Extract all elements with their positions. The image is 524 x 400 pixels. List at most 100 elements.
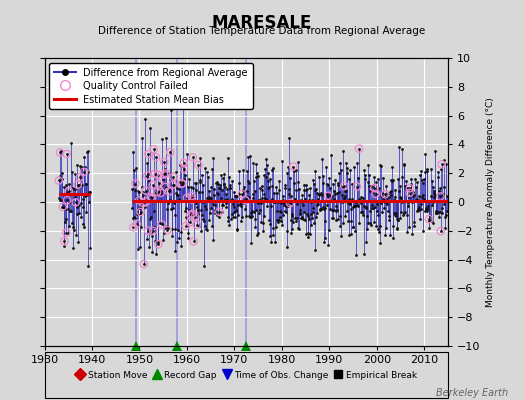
Point <box>194 162 203 168</box>
Point <box>210 210 219 216</box>
Point <box>236 198 245 204</box>
Point <box>402 178 410 184</box>
Point <box>436 193 445 200</box>
Point <box>328 192 336 199</box>
Point <box>294 159 302 165</box>
Point <box>296 207 304 214</box>
Point <box>353 160 362 166</box>
Point <box>142 198 150 205</box>
Point <box>307 222 315 228</box>
Point <box>83 148 92 154</box>
Point <box>71 194 80 200</box>
Point <box>441 212 450 218</box>
Point <box>180 160 188 166</box>
Point <box>406 190 414 196</box>
Point <box>73 162 82 168</box>
Point <box>334 180 343 186</box>
Point <box>287 193 296 200</box>
Point <box>128 148 137 155</box>
Point <box>163 227 172 233</box>
Point <box>215 209 224 215</box>
Point <box>196 228 205 234</box>
Point <box>256 206 264 213</box>
Point <box>383 201 391 208</box>
Point <box>244 178 252 184</box>
Point <box>181 208 189 214</box>
Point <box>231 192 239 199</box>
Point <box>191 180 199 186</box>
Point <box>152 250 160 257</box>
Point <box>361 251 369 257</box>
Point <box>54 177 63 184</box>
Point <box>67 191 75 198</box>
Point <box>278 222 286 228</box>
Point <box>152 191 161 198</box>
Y-axis label: Monthly Temperature Anomaly Difference (°C): Monthly Temperature Anomaly Difference (… <box>486 97 495 307</box>
Point <box>76 163 84 169</box>
Point <box>139 200 148 206</box>
Point <box>394 217 402 224</box>
Point <box>149 228 157 234</box>
Point <box>421 169 429 175</box>
Point <box>178 180 187 187</box>
Point <box>353 183 361 190</box>
Point <box>162 170 170 176</box>
Point <box>77 166 85 172</box>
Point <box>234 212 242 218</box>
Point <box>375 185 383 192</box>
Point <box>161 184 170 190</box>
Point <box>75 210 83 216</box>
Point <box>222 191 230 197</box>
Point <box>84 262 92 269</box>
Point <box>354 175 362 181</box>
Text: Berkeley Earth: Berkeley Earth <box>436 388 508 398</box>
Point <box>220 181 228 187</box>
Point <box>365 183 374 189</box>
Point <box>341 213 350 220</box>
Point <box>304 196 313 203</box>
Point <box>189 238 198 244</box>
Point <box>428 198 436 205</box>
Point <box>146 216 155 222</box>
Point <box>181 223 190 229</box>
Point <box>336 222 345 229</box>
Point <box>227 196 236 202</box>
Point <box>264 170 272 176</box>
Point <box>186 219 194 226</box>
Point <box>175 235 183 242</box>
Point <box>162 134 170 141</box>
Point <box>413 208 421 214</box>
Point <box>312 186 320 192</box>
Point <box>160 171 168 178</box>
Point <box>204 174 212 180</box>
Point <box>318 156 326 162</box>
Point <box>158 182 167 188</box>
Point <box>211 207 220 214</box>
Point <box>174 196 183 202</box>
Point <box>246 214 254 220</box>
Point <box>82 181 90 187</box>
Point <box>344 217 352 224</box>
Point <box>331 191 339 197</box>
Point <box>219 202 227 208</box>
Point <box>330 188 339 194</box>
Point <box>72 231 80 238</box>
Point <box>435 188 443 194</box>
Point <box>249 190 257 197</box>
Point <box>67 140 75 147</box>
Point <box>259 228 267 235</box>
Point <box>141 116 149 122</box>
Point <box>79 221 88 228</box>
Point <box>72 199 80 206</box>
Point <box>366 208 374 214</box>
Point <box>154 172 162 178</box>
Point <box>353 183 361 190</box>
Point <box>162 206 171 212</box>
Point <box>368 183 377 190</box>
Point <box>323 181 332 187</box>
Point <box>422 205 430 211</box>
Point <box>177 162 185 169</box>
Point <box>265 184 274 190</box>
Point <box>431 192 439 198</box>
Point <box>420 208 429 214</box>
